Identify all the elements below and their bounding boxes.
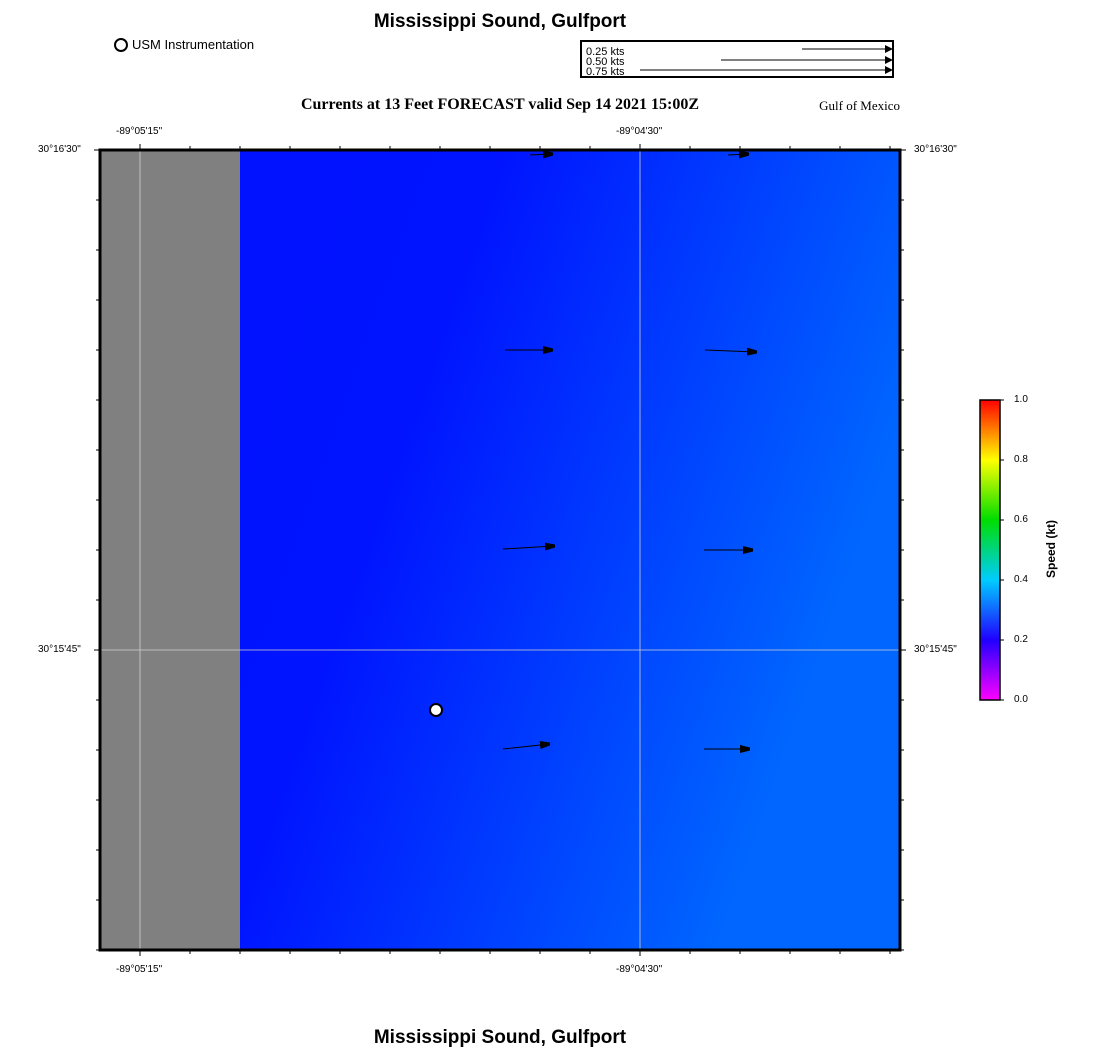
lon-tick-top-1: -89°05'15"	[116, 126, 163, 137]
region-label: Gulf of Mexico	[819, 98, 900, 113]
land-area	[100, 150, 240, 950]
lon-tick-bottom-2: -89°04'30"	[616, 964, 663, 975]
colorbar-tick-label: 0.2	[1014, 634, 1028, 645]
lat-tick-left-1: 30°16'30"	[38, 144, 81, 155]
usm-station-marker	[429, 703, 443, 717]
current-arrow	[727, 154, 748, 155]
station-legend-label: USM Instrumentation	[132, 37, 255, 52]
colorbar-title: Speed (kt)	[1044, 520, 1058, 579]
colorbar-tick-label: 0.8	[1014, 454, 1028, 465]
lat-tick-left-2: 30°15'45"	[38, 644, 81, 655]
graticule	[100, 150, 900, 950]
scale-label-025: 0.25 kts	[586, 46, 625, 58]
lon-tick-bottom-1: -89°05'15"	[116, 964, 163, 975]
colorbar-tick-label: 1.0	[1014, 394, 1028, 405]
current-vectors	[502, 154, 756, 750]
speed-colorbar	[979, 399, 1001, 701]
speed-scale-legend: 0.25 kts 0.50 kts 0.75 kts	[580, 40, 894, 78]
colorbar-ticks	[1000, 399, 1004, 701]
frame-ticks	[94, 144, 906, 956]
colorbar-tick-label: 0.0	[1014, 694, 1028, 705]
current-arrow	[502, 744, 549, 750]
forecast-title: Currents at 13 Feet FORECAST valid Sep 1…	[300, 96, 700, 113]
station-marker-icon	[114, 37, 128, 52]
lat-tick-right-2: 30°15'45"	[914, 644, 957, 655]
footer-title: Mississippi Sound, Gulfport	[373, 1027, 627, 1048]
lat-tick-right-1: 30°16'30"	[914, 144, 957, 155]
current-arrow	[529, 154, 552, 155]
map-title: Mississippi Sound, Gulfport	[373, 11, 627, 32]
current-arrow	[704, 350, 756, 352]
scale-label-075: 0.75 kts	[586, 66, 625, 78]
scale-arrows	[640, 45, 893, 74]
current-arrow	[502, 546, 554, 549]
colorbar-tick-label: 0.4	[1014, 574, 1028, 585]
station-legend: USM Instrumentation	[114, 37, 254, 52]
scale-label-050: 0.50 kts	[586, 56, 625, 68]
lon-tick-top-2: -89°04'30"	[616, 126, 663, 137]
colorbar-tick-label: 0.6	[1014, 514, 1028, 525]
